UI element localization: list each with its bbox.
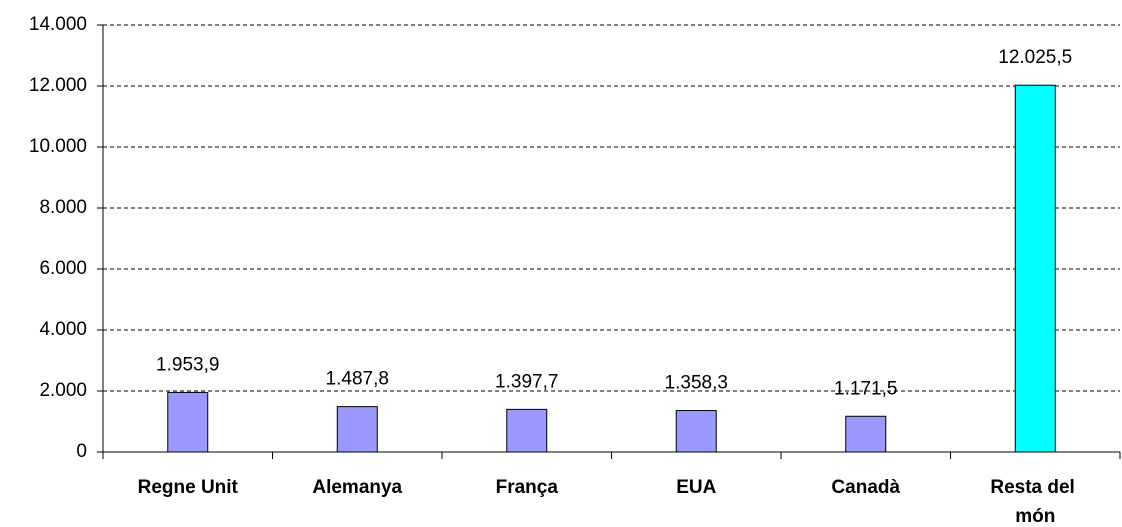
y-tick-label: 8.000 <box>39 197 87 218</box>
value-label: 1.487,8 <box>326 369 389 390</box>
value-label: 12.025,5 <box>998 47 1072 68</box>
bar <box>1014 84 1056 453</box>
value-label: 1.171,5 <box>834 378 897 399</box>
x-tick-label: Alemanya <box>312 477 402 498</box>
bar <box>675 410 717 453</box>
x-tick-label: Canadà <box>831 477 900 498</box>
bar <box>506 408 548 453</box>
x-tick-label: Regne Unit <box>138 477 239 498</box>
value-label: 1.953,9 <box>156 354 219 375</box>
bar <box>336 406 378 453</box>
y-tick-label: 14.000 <box>29 14 87 35</box>
x-tick-label: França <box>496 477 559 498</box>
y-tick-label: 2.000 <box>39 380 87 401</box>
value-label: 1.358,3 <box>665 373 728 394</box>
y-tick-label: 12.000 <box>29 75 87 96</box>
x-tick-label: Resta del món <box>990 477 1080 527</box>
x-tick-label: EUA <box>676 477 716 498</box>
y-tick-label: 6.000 <box>39 258 87 279</box>
y-tick-label: 10.000 <box>29 136 87 157</box>
value-label: 1.397,7 <box>495 371 558 392</box>
bar <box>845 415 887 453</box>
bar <box>167 391 209 453</box>
y-tick-label: 0 <box>76 441 87 462</box>
y-tick-label: 4.000 <box>39 319 87 340</box>
